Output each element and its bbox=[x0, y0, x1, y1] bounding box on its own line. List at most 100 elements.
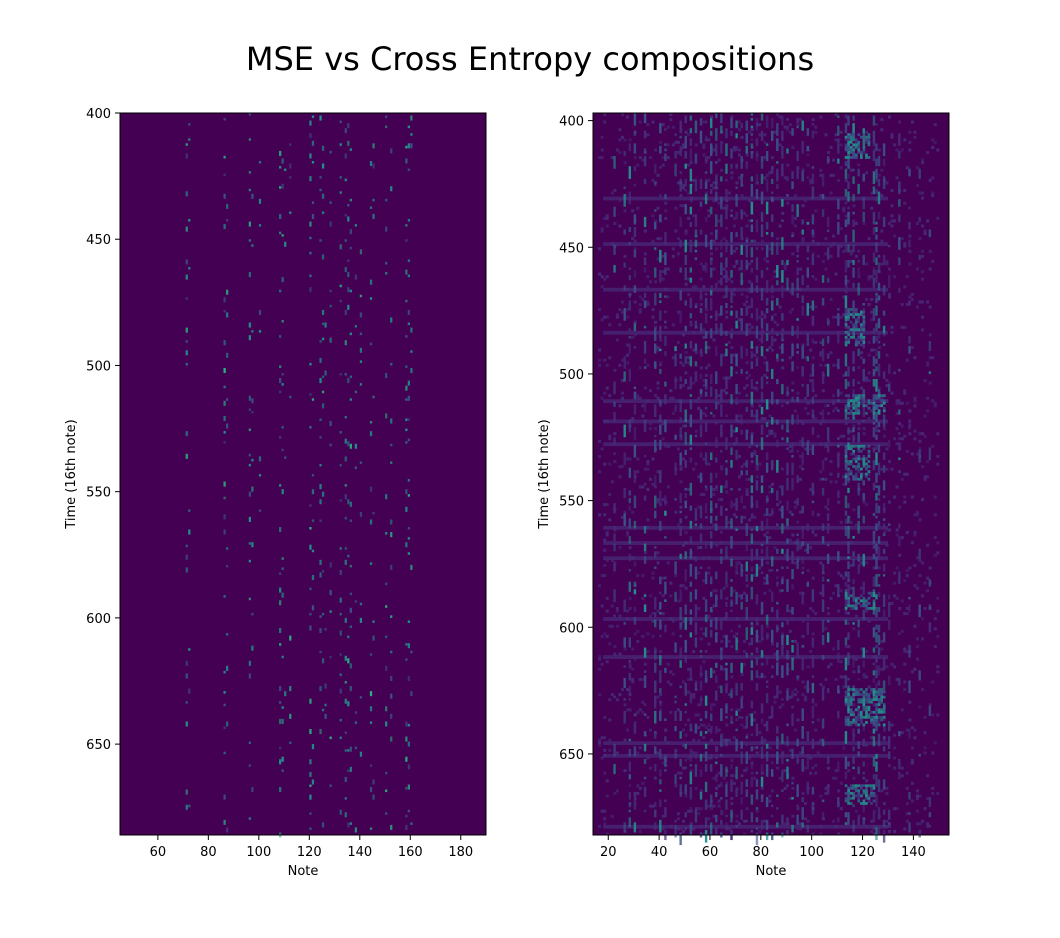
right-heatmap-cell bbox=[610, 156, 614, 160]
right-heatmap-cell bbox=[750, 404, 754, 408]
right-heatmap-cell bbox=[699, 262, 703, 266]
right-heatmap-cell bbox=[862, 799, 865, 813]
right-heatmap-cell bbox=[638, 746, 642, 750]
right-heatmap-cell bbox=[837, 199, 840, 210]
right-heatmap-cell bbox=[806, 523, 810, 531]
right-heatmap-cell bbox=[898, 536, 901, 547]
right-heatmap-cell bbox=[727, 639, 731, 643]
right-heatmap-cell bbox=[771, 814, 774, 818]
right-heatmap-cell bbox=[875, 257, 878, 265]
right-heatmap-cell bbox=[730, 280, 734, 284]
right-heatmap-cell bbox=[659, 300, 662, 303]
right-heatmap-cell bbox=[699, 277, 703, 281]
right-heatmap-cell bbox=[837, 817, 840, 823]
right-heatmap-cell bbox=[826, 632, 830, 643]
left-heatmap-cell bbox=[349, 501, 352, 507]
right-heatmap-cell bbox=[740, 601, 743, 610]
left-heatmap-cell bbox=[344, 559, 347, 565]
right-heatmap-cell bbox=[834, 272, 838, 276]
right-heatmap-cell bbox=[732, 287, 736, 291]
right-heatmap-cell bbox=[921, 617, 925, 621]
right-heatmap-cell bbox=[847, 769, 851, 773]
right-heatmap-block-cell bbox=[857, 409, 861, 413]
right-heatmap-block-cell bbox=[844, 791, 848, 795]
right-heatmap-cell bbox=[760, 543, 764, 547]
right-heatmap-cell bbox=[793, 224, 797, 228]
right-heatmap-cell bbox=[633, 346, 637, 349]
right-heatmap-block-cell bbox=[852, 323, 856, 327]
right-heatmap-cell bbox=[898, 120, 902, 124]
right-heatmap-cell bbox=[895, 176, 899, 180]
right-heatmap-cell bbox=[745, 295, 749, 299]
right-heatmap-cell bbox=[687, 386, 691, 390]
left-heatmap-cell bbox=[329, 784, 332, 788]
right-heatmap-cell bbox=[890, 214, 894, 218]
right-heatmap-cell bbox=[659, 634, 662, 638]
right-heatmap-cell bbox=[903, 579, 907, 583]
left-heatmap-cell bbox=[390, 148, 393, 154]
right-heatmap-cell bbox=[725, 584, 729, 588]
right-heatmap-cell bbox=[786, 118, 789, 121]
right-heatmap-cell bbox=[781, 467, 784, 471]
right-heatmap-cell bbox=[671, 247, 675, 251]
right-heatmap-cell bbox=[829, 297, 833, 301]
right-heatmap-cell bbox=[842, 249, 846, 253]
right-heatmap-cell bbox=[826, 411, 830, 415]
left-heatmap-cell bbox=[339, 630, 342, 636]
left-heatmap-cell bbox=[279, 643, 282, 646]
right-heatmap-cell bbox=[626, 533, 630, 537]
left-heatmap-cell bbox=[309, 153, 312, 159]
left-heatmap-cell bbox=[329, 420, 332, 427]
right-heatmap-cell bbox=[801, 807, 804, 820]
right-heatmap-cell bbox=[801, 680, 805, 684]
right-heatmap-cell bbox=[788, 130, 792, 134]
right-heatmap-cell bbox=[875, 632, 878, 643]
right-heatmap-cell bbox=[684, 500, 687, 509]
right-heatmap-cell bbox=[918, 168, 921, 179]
figure-title: MSE vs Cross Entropy compositions bbox=[245, 40, 815, 78]
right-heatmap-cell bbox=[666, 680, 670, 684]
right-heatmap-cell bbox=[633, 799, 637, 810]
right-heatmap-cell bbox=[712, 604, 716, 608]
right-heatmap-cell bbox=[821, 536, 825, 544]
left-heatmap-cell bbox=[311, 519, 315, 522]
right-heatmap-cell bbox=[628, 802, 632, 808]
left-heatmap-cell bbox=[279, 289, 282, 293]
right-heatmap-cell bbox=[862, 493, 865, 501]
right-heatmap-cell bbox=[791, 533, 795, 537]
right-heatmap-cell bbox=[791, 381, 795, 385]
right-heatmap-cell bbox=[730, 688, 734, 692]
right-heatmap-block-cell bbox=[872, 406, 876, 410]
right-heatmap-cell bbox=[900, 766, 904, 770]
right-heatmap-cell bbox=[684, 487, 687, 491]
right-heatmap-block-cell bbox=[860, 472, 863, 476]
right-heatmap-cell bbox=[684, 343, 687, 349]
right-heatmap-cell bbox=[857, 396, 860, 405]
left-heatmap-cell bbox=[321, 822, 325, 828]
right-heatmap-cell bbox=[654, 596, 657, 610]
right-heatmap-cell bbox=[725, 715, 728, 719]
right-heatmap-cell bbox=[755, 723, 759, 737]
right-heatmap-cell bbox=[702, 723, 706, 727]
right-heatmap-cell bbox=[786, 462, 789, 476]
right-heatmap-block-cell bbox=[852, 325, 856, 329]
right-heatmap-cell bbox=[600, 736, 604, 740]
right-heatmap-cell bbox=[773, 270, 777, 274]
right-heatmap-cell bbox=[709, 472, 713, 483]
right-heatmap-cell bbox=[908, 432, 912, 436]
right-heatmap-cell bbox=[643, 216, 647, 227]
right-heatmap-cell bbox=[598, 655, 602, 659]
right-heatmap-cell bbox=[870, 789, 874, 793]
right-heatmap-cell bbox=[819, 738, 823, 742]
left-heatmap-cell bbox=[347, 499, 350, 505]
right-heatmap-cell bbox=[905, 166, 909, 170]
right-heatmap-block-cell bbox=[870, 688, 873, 691]
left-heatmap-cell bbox=[223, 726, 226, 729]
right-heatmap-cell bbox=[887, 523, 891, 526]
right-heatmap-cell bbox=[755, 118, 759, 131]
right-heatmap-cell bbox=[679, 553, 682, 559]
right-heatmap-cell bbox=[628, 596, 632, 600]
right-heatmap-block-cell bbox=[860, 604, 863, 608]
right-heatmap-cell bbox=[659, 703, 663, 707]
right-heatmap-cell bbox=[689, 244, 693, 253]
